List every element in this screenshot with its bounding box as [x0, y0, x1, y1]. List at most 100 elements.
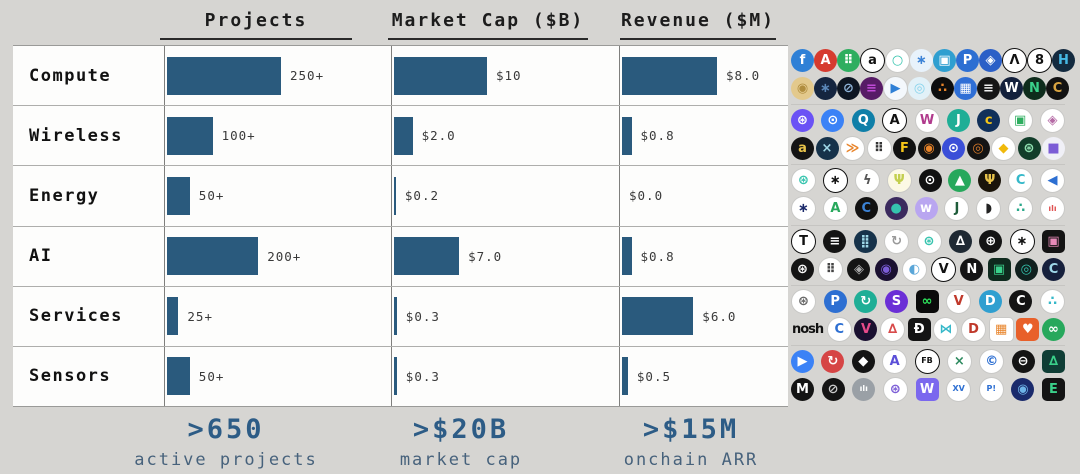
project-logo-icon: W: [915, 377, 939, 401]
project-logo-icon: ∗: [1009, 228, 1035, 254]
projects-bar: [167, 237, 259, 276]
revenue-value: $0.8: [640, 248, 675, 264]
project-logo-icon: ⊙: [821, 109, 845, 133]
project-logo-icon: ▶: [791, 349, 814, 373]
row-label: AI: [13, 226, 165, 286]
project-logo-icon: ⊛: [791, 109, 814, 133]
logo-grid-row: T ≡ ⣿ ↻ ⊛ ∆ ⊕ ∗ ▣ ⊛ ⠿ ◈ ◉ ◐ V N ▣ ◎ C: [791, 226, 1065, 286]
market-cap-value: $0.3: [405, 368, 440, 384]
project-logo-icon: P: [956, 49, 979, 73]
project-logo-icon: ⠿: [866, 136, 892, 162]
project-logo-icon: ×: [946, 348, 972, 374]
project-logo-icon: ≫: [840, 136, 865, 162]
market-cap-value: $0.3: [405, 308, 440, 324]
project-logo-icon: ⊕: [979, 229, 1003, 253]
projects-bar: [167, 357, 190, 396]
revenue-bar-cell: $0.8: [620, 227, 788, 286]
logo-grid-line: M ⊘ ılı ⊛ W XV P! ◉ E: [791, 376, 1065, 402]
projects-bar: [167, 176, 190, 215]
project-logo-icon: ∞: [915, 289, 939, 313]
logo-grid-line: f A ⠿ a ○ ∗ ▣ P ◈ Λ 8 H: [791, 48, 1075, 74]
project-logo-icon: ⊛: [882, 376, 908, 402]
project-logo-icon: ⊛: [791, 168, 816, 194]
project-logo-icon: V: [854, 317, 878, 341]
market-cap-bar-cell: $2.0: [392, 106, 620, 166]
project-logo-icon: ⊙: [918, 169, 942, 193]
project-logo-icon: ∗: [814, 77, 837, 101]
market-cap-value: $0.2: [404, 188, 439, 204]
project-logo-icon: ⠿: [837, 49, 860, 73]
logo-grid-line: ◉ ∗ ⊘ ≡ ▶ ◎ ∴ ▦ ≡ W N C: [791, 76, 1069, 102]
project-logo-icon: ⠿: [818, 256, 844, 282]
project-logo-icon: D: [961, 316, 987, 342]
revenue-bar-cell: $0.8: [620, 106, 788, 165]
project-logo-icon: C: [1008, 168, 1034, 194]
projects-bar-cell: 200+: [165, 226, 392, 286]
project-logo-icon: ▣: [1007, 108, 1033, 134]
revenue-bar-cell: $0.0: [620, 166, 788, 225]
project-logo-icon: ⊛: [1017, 137, 1041, 161]
revenue-value: $8.0: [726, 68, 761, 84]
project-logo-icon: W: [1000, 77, 1023, 101]
revenue-value: $0.0: [629, 188, 664, 204]
project-logo-icon: E: [1042, 377, 1065, 401]
project-logo-icon: ⊘: [821, 377, 845, 401]
project-logo-icon: ∴: [1008, 196, 1034, 222]
revenue-bar-cell: $8.0: [620, 46, 788, 105]
project-logo-icon: ◐: [901, 256, 927, 282]
project-logo-icon: ♥: [1016, 317, 1040, 341]
row-label: Energy: [13, 166, 165, 226]
project-logo-icon: ▦: [988, 316, 1014, 342]
project-logo-icon: V: [931, 256, 957, 282]
logo-grid-line: T ≡ ⣿ ↻ ⊛ ∆ ⊕ ∗ ▣: [791, 228, 1065, 254]
project-logo-icon: ▣: [1042, 229, 1065, 253]
project-logo-icon: C: [1041, 257, 1065, 281]
project-logo-icon: ↻: [821, 349, 845, 373]
project-logo-icon: ≡: [823, 229, 847, 253]
row-label: Services: [13, 286, 165, 346]
revenue-bar: [622, 56, 717, 95]
project-logo-icon: ılı: [852, 377, 876, 401]
market-cap-bar-cell: $0.3: [392, 346, 620, 407]
revenue-value: $6.0: [702, 308, 737, 324]
project-logo-icon: ⊛: [791, 257, 814, 281]
project-logo-icon: C: [1009, 289, 1033, 313]
project-logo-icon: C: [854, 197, 878, 221]
project-logo-icon: ©: [979, 348, 1005, 374]
project-logo-icon: C: [826, 316, 852, 342]
revenue-bar: [622, 237, 632, 276]
revenue-bar: [622, 116, 632, 155]
project-logo-icon: FB: [914, 348, 940, 374]
projects-bar-cell: 100+: [165, 106, 392, 166]
revenue-bar: [622, 297, 694, 336]
projects-bar: [167, 56, 281, 95]
project-logo-icon: ∆: [948, 229, 972, 253]
project-logo-icon: ▦: [954, 77, 977, 101]
project-logo-icon: ◈: [979, 49, 1002, 73]
project-logo-icon: A: [882, 108, 908, 134]
project-logo-icon: ◎: [908, 77, 931, 101]
project-logo-icon: ◉: [1011, 377, 1035, 401]
logo-grid-line: nosh C V ∆ Đ ⋈ D ▦ ♥ ∞: [791, 316, 1065, 342]
stat-caption: onchain ARR: [623, 450, 759, 470]
column-header-projects: Projects: [160, 10, 352, 40]
market-cap-value: $2.0: [421, 128, 456, 144]
table-row-sensors: Sensors 50+ $0.3 $0.5: [13, 346, 788, 407]
projects-bar: [167, 297, 179, 336]
projects-bar-cell: 50+: [165, 166, 392, 226]
project-logo-icon: W: [914, 108, 940, 134]
market-cap-value: $7.0: [468, 248, 503, 264]
row-label: Compute: [13, 46, 165, 106]
project-logo-icon: a: [791, 137, 814, 161]
project-logo-icon: ▣: [987, 257, 1011, 281]
project-logo-icon: c: [977, 109, 1001, 133]
project-logo-icon: A: [814, 49, 837, 73]
projects-value: 200+: [267, 248, 302, 264]
project-logo-icon: ◀: [1040, 168, 1065, 194]
project-logo-icon: ∗: [822, 168, 848, 194]
projects-bar: [167, 116, 213, 155]
project-logo-icon: F: [893, 137, 916, 161]
